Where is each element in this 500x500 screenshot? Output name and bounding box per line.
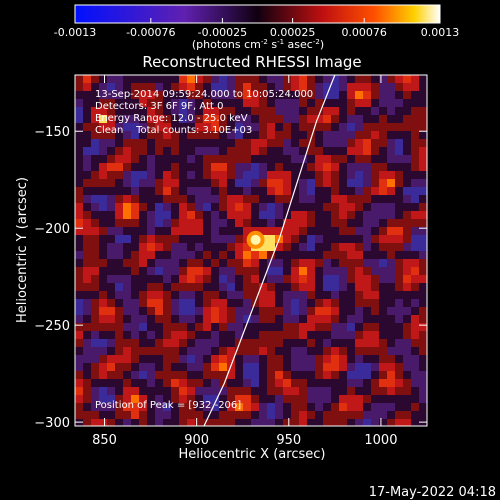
footer-timestamp: 17-May-2022 04:18 xyxy=(369,485,496,500)
heatmap-cells xyxy=(75,75,427,426)
solar-limb-curve xyxy=(203,75,336,426)
x-tick-label: 1000 xyxy=(364,433,397,448)
plot-area xyxy=(75,75,427,426)
colorbar-tick-label: -0.00025 xyxy=(198,26,247,39)
colorbar-gradient xyxy=(74,4,441,24)
chart-title: Reconstructed RHESSI Image xyxy=(142,53,361,71)
colorbar-ticks: -0.0013 -0.00076 -0.00025 0.00025 0.00076 0.0… xyxy=(54,18,459,39)
colorbar-tick-label: 0.0013 xyxy=(421,26,460,39)
colorbar-units: (photons cm-2 s-1 asec-2) xyxy=(192,38,324,51)
annotation-clean: Clean Total counts: 3.10E+03 xyxy=(95,125,252,136)
peak-core xyxy=(250,234,261,245)
y-tick-label: −150 xyxy=(34,125,70,140)
annotations: 13-Sep-2014 09:59:24.000 to 10:05:24.000… xyxy=(95,89,313,411)
y-tick-label: −300 xyxy=(34,416,70,431)
colorbar-tick-label: 0.00025 xyxy=(270,26,316,39)
x-tick-label: 900 xyxy=(184,433,209,448)
y-axis-label: Heliocentric Y (arcsec) xyxy=(15,177,30,323)
y-tick-label: −200 xyxy=(34,222,70,237)
x-axis-ticks: 850 900 950 1000 xyxy=(92,75,397,448)
annotation-peak: Position of Peak = [932,-206] xyxy=(95,400,241,411)
plot-frame xyxy=(74,74,428,427)
colorbar-tick-label: -0.0013 xyxy=(54,26,96,39)
colorbar: -0.0013 -0.00076 -0.00025 0.00025 0.00076 0.0… xyxy=(54,4,459,51)
x-axis-label: Heliocentric X (arcsec) xyxy=(179,447,326,462)
y-axis-ticks: −150 −200 −250 −300 xyxy=(34,125,427,431)
colorbar-tick-label: -0.00076 xyxy=(126,26,175,39)
x-tick-label: 950 xyxy=(276,433,301,448)
y-tick-label: −250 xyxy=(34,319,70,334)
annotation-detectors: Detectors: 3F 6F 9F, Att 0 xyxy=(95,101,223,112)
annotation-time: 13-Sep-2014 09:59:24.000 to 10:05:24.000 xyxy=(95,89,313,100)
colorbar-tick-label: 0.00076 xyxy=(341,26,387,39)
x-tick-label: 850 xyxy=(92,433,117,448)
annotation-energy: Energy Range: 12.0 - 25.0 keV xyxy=(95,113,248,124)
